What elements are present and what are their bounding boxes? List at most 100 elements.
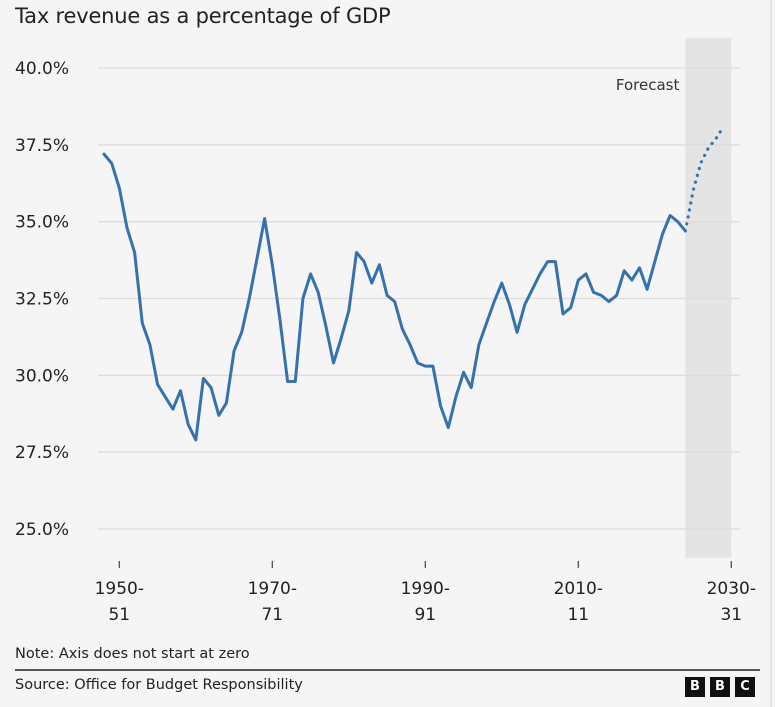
data-point [141, 322, 144, 325]
data-point [607, 300, 610, 303]
data-point [332, 362, 335, 365]
data-point [233, 349, 236, 352]
data-point [217, 414, 220, 417]
y-tick-label: 30.0% [15, 366, 69, 386]
data-point [500, 282, 503, 285]
data-point [355, 251, 358, 254]
data-point [164, 395, 167, 398]
data-point [103, 153, 106, 156]
series-line-forecast [683, 124, 726, 233]
data-point [431, 365, 434, 368]
bbc-logo-letter: C [735, 677, 755, 697]
bbc-logo-letter: B [710, 677, 730, 697]
data-point [531, 288, 534, 291]
x-tick-label: 1970- [248, 579, 297, 599]
data-point [393, 300, 396, 303]
data-point [309, 272, 312, 275]
data-point [508, 303, 511, 306]
data-point [447, 426, 450, 429]
y-tick-label: 37.5% [15, 136, 69, 156]
data-point [424, 365, 427, 368]
data-point [133, 251, 136, 254]
data-point [378, 263, 381, 266]
y-tick-label: 35.0% [15, 213, 69, 233]
data-point [562, 312, 565, 315]
forecast-point [699, 162, 702, 165]
data-point [248, 297, 251, 300]
data-point [401, 328, 404, 331]
data-point [615, 294, 618, 297]
data-point [187, 423, 190, 426]
data-point [454, 395, 457, 398]
data-point [630, 279, 633, 282]
gridlines [98, 67, 740, 530]
x-tick-label: 51 [108, 605, 130, 625]
data-point [554, 260, 557, 263]
data-point [194, 438, 197, 441]
data-point [493, 300, 496, 303]
data-point [347, 309, 350, 312]
data-point [416, 362, 419, 365]
data-point [485, 322, 488, 325]
data-point [324, 325, 327, 328]
data-point [171, 408, 174, 411]
data-point [225, 401, 228, 404]
forecast-point [722, 125, 725, 128]
x-tick-label: 2010- [554, 579, 603, 599]
data-point [240, 331, 243, 334]
data-point [294, 380, 297, 383]
y-tick-label: 27.5% [15, 443, 69, 463]
data-point [546, 260, 549, 263]
data-point [179, 389, 182, 392]
axis-note: Note: Axis does not start at zero [15, 646, 250, 662]
data-point [462, 371, 465, 374]
chart-title: Tax revenue as a percentage of GDP [15, 4, 391, 28]
data-point [592, 291, 595, 294]
forecast-label: Forecast [616, 76, 680, 94]
data-point [439, 405, 442, 408]
x-tick-label: 71 [261, 605, 283, 625]
data-point [125, 226, 128, 229]
data-point [317, 291, 320, 294]
data-point [148, 343, 151, 346]
forecast-point [715, 137, 718, 140]
footer-divider [15, 669, 760, 671]
data-point [669, 214, 672, 217]
data-point [271, 263, 274, 266]
forecast-point [684, 229, 687, 232]
data-point [623, 269, 626, 272]
x-tick-label: 31 [720, 605, 742, 625]
data-point [286, 380, 289, 383]
x-axis-labels: 1950- 51 1970- 71 1990- 91 2010- 11 2030- 31 [95, 561, 756, 625]
data-point [263, 217, 266, 220]
data-point [646, 288, 649, 291]
data-point [156, 383, 159, 386]
data-point [340, 337, 343, 340]
data-point [370, 282, 373, 285]
data-point [600, 294, 603, 297]
data-point [210, 386, 213, 389]
data-point [278, 319, 281, 322]
line-chart: 25.0% 27.5% 30.0% 32.5% 35.0% 37.5% 40.0% 1950… [15, 38, 756, 625]
data-point [202, 377, 205, 380]
data-point [516, 331, 519, 334]
y-tick-label: 40.0% [15, 59, 69, 79]
x-tick-label: 91 [414, 605, 436, 625]
data-point [409, 343, 412, 346]
y-axis-labels: 25.0% 27.5% 30.0% 32.5% 35.0% 37.5% 40.0% [15, 59, 69, 540]
data-point [676, 220, 679, 223]
data-point [523, 303, 526, 306]
data-point [470, 386, 473, 389]
data-point [386, 294, 389, 297]
data-points [103, 125, 726, 441]
y-tick-label: 25.0% [15, 520, 69, 540]
data-point [118, 186, 121, 189]
data-point [653, 260, 656, 263]
forecast-point [707, 146, 710, 149]
x-tick-label: 1990- [401, 579, 450, 599]
series-line-outturn [102, 152, 687, 442]
data-point [256, 257, 259, 260]
data-point [638, 266, 641, 269]
x-tick-label: 1950- [95, 579, 144, 599]
